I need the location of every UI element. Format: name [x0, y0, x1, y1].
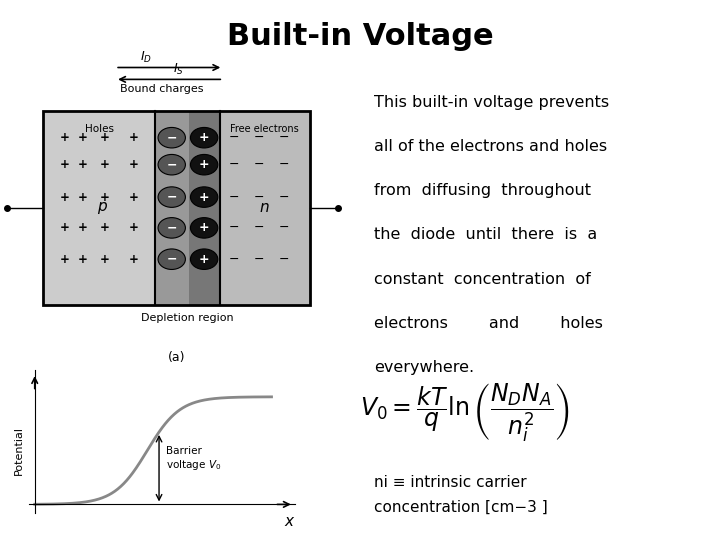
Text: +: + — [99, 221, 109, 234]
Text: (a): (a) — [168, 351, 185, 364]
Text: +: + — [60, 191, 70, 204]
Text: +: + — [199, 221, 210, 234]
Circle shape — [158, 249, 186, 269]
Bar — [220, 111, 310, 305]
Text: +: + — [128, 253, 138, 266]
Text: Holes: Holes — [84, 124, 114, 134]
Text: −: − — [229, 191, 239, 204]
Circle shape — [190, 187, 217, 207]
Text: +: + — [78, 158, 88, 171]
Text: −: − — [229, 221, 239, 234]
Text: −: − — [166, 131, 177, 144]
Text: all of the electrons and holes: all of the electrons and holes — [374, 139, 608, 154]
Text: $I_D$: $I_D$ — [140, 50, 153, 65]
Text: −: − — [279, 131, 289, 144]
Text: Built-in Voltage: Built-in Voltage — [227, 22, 493, 51]
Text: from  diffusing  throughout: from diffusing throughout — [374, 183, 591, 198]
Text: +: + — [199, 158, 210, 171]
Circle shape — [158, 187, 186, 207]
Text: −: − — [254, 191, 264, 204]
Text: Bound charges: Bound charges — [120, 84, 204, 94]
Text: constant  concentration  of: constant concentration of — [374, 272, 591, 287]
Bar — [43, 111, 310, 305]
Text: −: − — [229, 131, 239, 144]
Text: Depletion region: Depletion region — [141, 313, 233, 323]
Text: $I_S$: $I_S$ — [173, 62, 184, 77]
Text: Potential: Potential — [14, 426, 24, 475]
Text: −: − — [279, 221, 289, 234]
Text: +: + — [99, 158, 109, 171]
Text: −: − — [166, 158, 177, 171]
Circle shape — [158, 154, 186, 175]
Text: +: + — [60, 253, 70, 266]
Text: $p$: $p$ — [97, 200, 108, 216]
Bar — [155, 111, 189, 305]
Text: $n$: $n$ — [259, 200, 270, 215]
Text: +: + — [60, 221, 70, 234]
Circle shape — [190, 127, 217, 148]
Text: This built-in voltage prevents: This built-in voltage prevents — [374, 94, 610, 110]
Text: Barrier
voltage $V_0$: Barrier voltage $V_0$ — [166, 446, 222, 472]
Text: +: + — [60, 131, 70, 144]
Text: −: − — [279, 191, 289, 204]
Text: +: + — [128, 131, 138, 144]
Text: +: + — [78, 253, 88, 266]
Text: −: − — [254, 221, 264, 234]
Text: −: − — [254, 158, 264, 171]
Text: +: + — [78, 221, 88, 234]
Text: +: + — [128, 191, 138, 204]
Text: +: + — [128, 221, 138, 234]
Text: +: + — [60, 158, 70, 171]
Text: +: + — [99, 131, 109, 144]
Circle shape — [158, 127, 186, 148]
Text: +: + — [99, 253, 109, 266]
Text: concentration [cm−3 ]: concentration [cm−3 ] — [374, 500, 548, 515]
Text: $x$: $x$ — [284, 514, 295, 529]
Text: everywhere.: everywhere. — [374, 360, 474, 375]
Text: the  diode  until  there  is  a: the diode until there is a — [374, 227, 598, 242]
Circle shape — [158, 218, 186, 238]
Text: +: + — [99, 191, 109, 204]
Circle shape — [190, 249, 217, 269]
Text: −: − — [166, 221, 177, 234]
Text: −: − — [229, 253, 239, 266]
Text: −: − — [254, 253, 264, 266]
Text: −: − — [279, 158, 289, 171]
Text: +: + — [78, 191, 88, 204]
Text: +: + — [128, 158, 138, 171]
Text: ni ≡ intrinsic carrier: ni ≡ intrinsic carrier — [374, 475, 527, 490]
Bar — [189, 111, 220, 305]
Text: −: − — [166, 253, 177, 266]
Text: +: + — [199, 191, 210, 204]
Text: electrons        and        holes: electrons and holes — [374, 316, 603, 331]
Circle shape — [190, 218, 217, 238]
Text: −: − — [254, 131, 264, 144]
Text: −: − — [279, 253, 289, 266]
Circle shape — [190, 154, 217, 175]
Text: Free electrons: Free electrons — [230, 124, 299, 134]
Text: −: − — [229, 158, 239, 171]
Text: +: + — [199, 253, 210, 266]
Bar — [43, 111, 155, 305]
Text: +: + — [78, 131, 88, 144]
Text: $V_0 = \dfrac{kT}{q}\ln\left(\dfrac{N_D N_A}{n_i^2}\right)$: $V_0 = \dfrac{kT}{q}\ln\left(\dfrac{N_D … — [360, 381, 570, 444]
Text: −: − — [166, 191, 177, 204]
Text: +: + — [199, 131, 210, 144]
